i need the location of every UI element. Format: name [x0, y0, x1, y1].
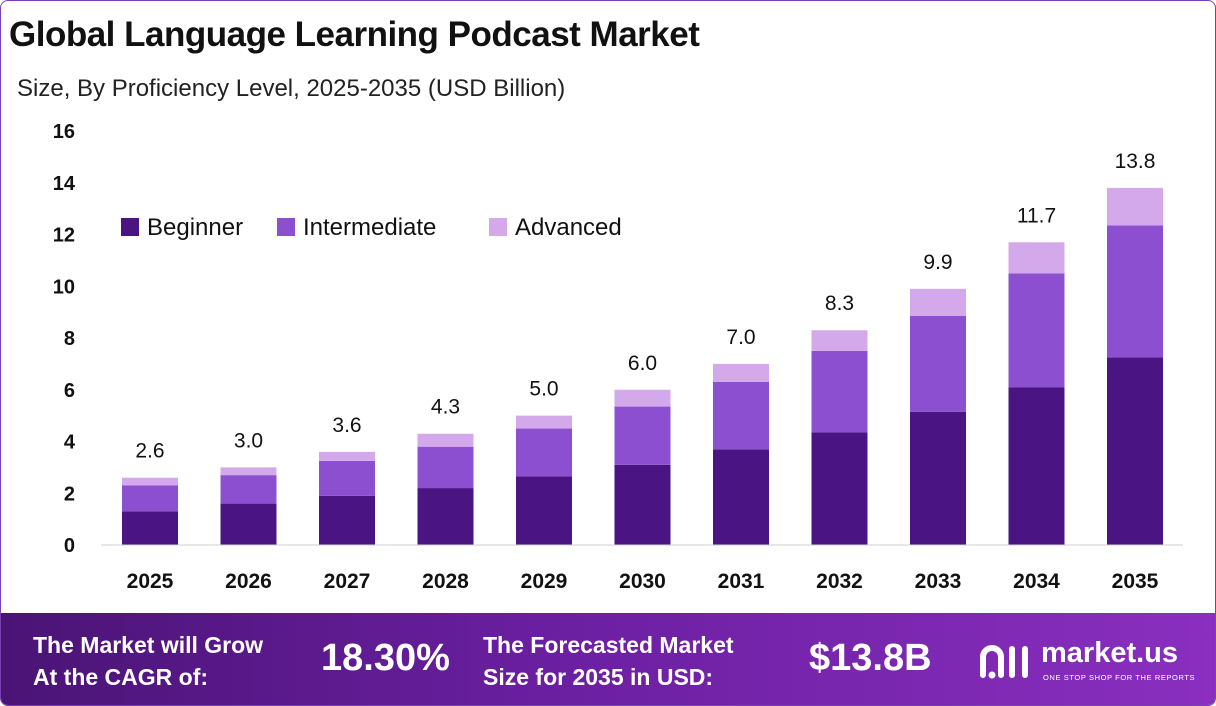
chart-subtitle: Size, By Proficiency Level, 2025-2035 (U…	[17, 75, 566, 102]
bar-beginner-2025	[122, 511, 178, 545]
x-axis: 2025 2026 2027 2028 2029 2030 2031 2032 2033 2034…	[101, 544, 1183, 593]
x-tick-label: 2030	[619, 570, 666, 593]
bar-beginner-2031	[713, 449, 769, 545]
legend-label-intermediate: Intermediate	[303, 214, 436, 241]
bar-advanced-2034	[1008, 242, 1065, 274]
x-tick-label: 2029	[521, 570, 568, 593]
bar-beginner-2032	[811, 432, 868, 545]
bar-beginner-2033	[910, 411, 966, 545]
total-label: 2.6	[135, 440, 164, 463]
bar-beginner-2026	[220, 503, 277, 545]
legend-swatch-advanced	[489, 218, 507, 236]
x-tick-label: 2033	[915, 570, 962, 593]
y-tick-label: 12	[53, 225, 75, 247]
total-label: 7.0	[726, 326, 755, 349]
bar-advanced-2026	[220, 467, 277, 476]
y-tick-label: 2	[64, 483, 75, 505]
bar-beginner-2030	[614, 464, 671, 545]
bars-group	[122, 187, 1163, 545]
cagr-label-line1: The Market will Grow	[33, 632, 264, 658]
bar-advanced-2030	[614, 389, 671, 407]
bar-advanced-2033	[910, 288, 966, 317]
total-label: 6.0	[628, 352, 657, 375]
y-tick-label: 0	[64, 535, 75, 557]
bar-beginner-2029	[516, 476, 572, 545]
x-tick-label: 2026	[225, 570, 272, 593]
brand-tagline: ONE STOP SHOP FOR THE REPORTS	[1043, 673, 1196, 682]
bar-intermediate-2025	[122, 485, 178, 512]
bar-beginner-2034	[1008, 387, 1065, 545]
footer-banner: The Market will Grow At the CAGR of: 18.…	[1, 613, 1215, 705]
total-label: 4.3	[431, 396, 460, 419]
x-tick-label: 2034	[1013, 570, 1060, 593]
bar-intermediate-2032	[811, 350, 868, 433]
bar-advanced-2035	[1107, 187, 1163, 226]
forecast-label-line1: The Forecasted Market	[483, 632, 734, 658]
x-tick-label: 2035	[1112, 570, 1159, 593]
cagr-label: The Market will Grow At the CAGR of:	[33, 629, 263, 693]
bar-intermediate-2027	[319, 460, 375, 496]
bar-intermediate-2026	[220, 475, 277, 504]
bar-beginner-2027	[319, 495, 375, 545]
bar-intermediate-2034	[1008, 273, 1065, 388]
total-label: 9.9	[923, 251, 952, 274]
x-tick-label: 2032	[816, 570, 863, 593]
y-tick-label: 14	[53, 173, 76, 195]
page-title: Global Language Learning Podcast Market	[9, 15, 700, 54]
y-tick-label: 6	[64, 380, 75, 402]
x-tick-label: 2025	[127, 570, 174, 593]
brand-name: market.us	[1041, 637, 1179, 669]
cagr-label-line2: At the CAGR of:	[33, 664, 209, 690]
legend-swatch-intermediate	[277, 218, 295, 236]
total-labels: 2.6 3.0 3.6 4.3 5.0 6.0 7.0 8.3 9.9 11.7 13.8	[135, 150, 1155, 463]
cagr-value: 18.30%	[321, 637, 450, 679]
total-label: 3.0	[234, 429, 263, 452]
bar-advanced-2029	[516, 415, 572, 429]
legend-label-advanced: Advanced	[515, 214, 622, 241]
bar-advanced-2031	[713, 363, 769, 382]
bar-intermediate-2031	[713, 381, 769, 450]
bar-intermediate-2035	[1107, 225, 1163, 358]
bar-intermediate-2030	[614, 406, 671, 465]
legend-label-beginner: Beginner	[147, 214, 243, 241]
market-us-logo-icon	[980, 645, 1028, 679]
bar-advanced-2032	[811, 330, 868, 351]
y-tick-label: 10	[53, 276, 75, 298]
forecast-label: The Forecasted Market Size for 2035 in U…	[483, 629, 734, 693]
brand-logo[interactable]: market.us ONE STOP SHOP FOR THE REPORTS	[977, 635, 1207, 691]
bar-intermediate-2033	[910, 316, 966, 412]
bar-beginner-2028	[417, 488, 474, 545]
total-label: 3.6	[332, 414, 361, 437]
bar-advanced-2028	[417, 433, 474, 447]
legend-swatch-beginner	[121, 218, 139, 236]
y-tick-label: 16	[53, 121, 75, 143]
x-tick-label: 2027	[324, 570, 371, 593]
stacked-bar-chart: 0 2 4 6 8 10 12 14 16 2.6 3.0 3.6 4.3 5.0 6.0 7.0 8.3 9.…	[53, 121, 1183, 593]
bar-beginner-2035	[1107, 357, 1163, 545]
total-label: 11.7	[1017, 204, 1056, 227]
y-tick-label: 8	[64, 328, 75, 350]
bar-advanced-2025	[122, 477, 178, 486]
x-tick-label: 2031	[718, 570, 765, 593]
bar-intermediate-2028	[417, 446, 474, 489]
bar-advanced-2027	[319, 451, 375, 461]
y-tick-label: 4	[64, 432, 76, 454]
total-label: 8.3	[825, 292, 854, 315]
forecast-label-line2: Size for 2035 in USD:	[483, 664, 714, 690]
total-label: 5.0	[529, 378, 558, 401]
bar-intermediate-2029	[516, 428, 572, 477]
forecast-value: $13.8B	[809, 637, 932, 679]
total-label: 13.8	[1115, 150, 1156, 173]
legend: Beginner Intermediate Advanced	[121, 214, 622, 241]
y-axis: 0 2 4 6 8 10 12 14 16	[53, 121, 76, 557]
x-tick-label: 2028	[422, 570, 469, 593]
